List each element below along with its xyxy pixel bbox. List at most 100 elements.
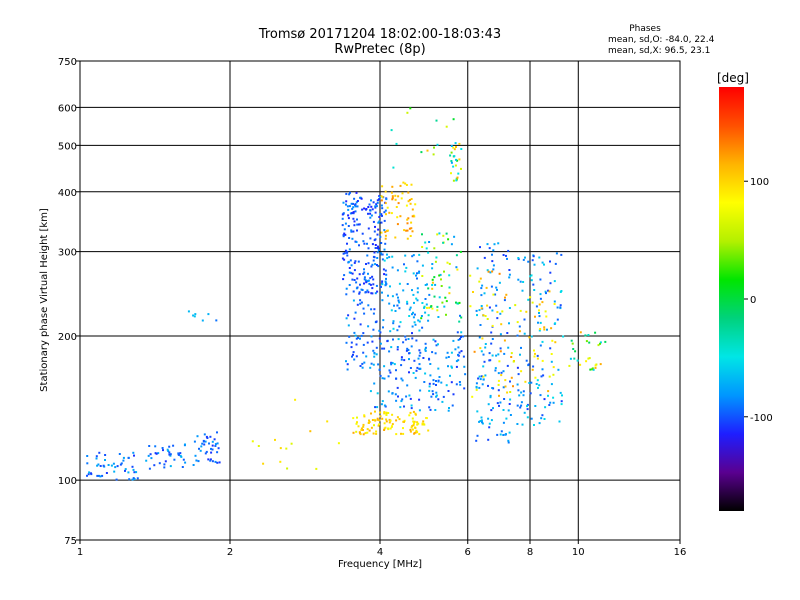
- data-point: [416, 366, 419, 369]
- data-point: [419, 351, 422, 354]
- data-point: [445, 356, 448, 359]
- data-point: [374, 205, 377, 208]
- data-point: [431, 267, 434, 270]
- data-point: [384, 202, 387, 205]
- data-point: [369, 277, 372, 280]
- data-point: [502, 370, 505, 373]
- data-point: [411, 428, 414, 431]
- data-point: [406, 229, 409, 232]
- data-point: [507, 249, 510, 252]
- data-point: [406, 384, 409, 387]
- data-point: [133, 471, 136, 474]
- data-point: [373, 239, 376, 242]
- data-point: [399, 321, 402, 324]
- data-point: [213, 438, 216, 441]
- data-point: [475, 439, 478, 442]
- data-point: [597, 344, 600, 347]
- data-point: [584, 334, 587, 337]
- data-point: [345, 293, 348, 296]
- data-point: [179, 452, 182, 455]
- data-point: [363, 312, 366, 315]
- data-point: [408, 227, 411, 230]
- data-point: [86, 455, 89, 457]
- data-point: [555, 252, 558, 255]
- data-point: [400, 377, 403, 380]
- data-point: [528, 336, 531, 339]
- data-point: [395, 293, 398, 296]
- data-point: [548, 375, 551, 378]
- data-point: [480, 419, 483, 422]
- data-point: [508, 273, 511, 276]
- data-point: [459, 337, 461, 340]
- data-point: [377, 265, 380, 268]
- data-point: [363, 282, 365, 285]
- data-point: [519, 353, 521, 356]
- data-point: [440, 381, 443, 384]
- data-point: [418, 354, 421, 357]
- colorbar-label: [deg]: [717, 71, 749, 85]
- data-point: [486, 304, 489, 307]
- data-point: [592, 368, 595, 371]
- data-point: [394, 310, 397, 312]
- data-point: [533, 349, 535, 352]
- data-point: [383, 219, 386, 222]
- data-point: [471, 395, 474, 398]
- data-point: [201, 319, 204, 322]
- data-point: [498, 360, 501, 363]
- data-point: [539, 293, 542, 296]
- data-point: [407, 217, 410, 220]
- data-point: [368, 429, 371, 432]
- data-point: [214, 460, 217, 463]
- data-point: [548, 290, 551, 293]
- data-point: [375, 353, 378, 356]
- data-point: [454, 142, 457, 145]
- data-point: [510, 376, 513, 379]
- data-point: [472, 291, 474, 293]
- data-point: [428, 241, 431, 243]
- data-point: [407, 338, 410, 340]
- data-point: [500, 323, 503, 326]
- data-point: [211, 460, 214, 463]
- data-point: [378, 337, 381, 340]
- data-point: [492, 293, 495, 296]
- data-point: [428, 385, 431, 388]
- data-point: [460, 350, 463, 353]
- data-point: [342, 235, 345, 238]
- data-point: [408, 394, 411, 397]
- data-point: [348, 193, 351, 196]
- data-point: [372, 432, 375, 435]
- data-point: [529, 296, 532, 299]
- data-point: [358, 244, 360, 247]
- data-point: [452, 146, 455, 149]
- data-point: [363, 278, 366, 281]
- data-point: [450, 243, 453, 246]
- data-point: [381, 291, 383, 294]
- data-point: [456, 268, 459, 271]
- data-point: [415, 429, 418, 432]
- data-point: [424, 342, 427, 345]
- data-point: [552, 396, 555, 399]
- data-point: [369, 283, 372, 286]
- data-point: [546, 328, 548, 331]
- data-point: [367, 279, 370, 282]
- data-point: [196, 435, 199, 438]
- data-point: [541, 261, 544, 264]
- data-point: [532, 365, 535, 368]
- data-point: [377, 228, 380, 231]
- data-point: [133, 454, 135, 457]
- data-point: [345, 341, 348, 344]
- data-point: [411, 325, 414, 328]
- data-point: [453, 235, 456, 238]
- data-point: [549, 347, 552, 350]
- data-point: [452, 179, 455, 182]
- data-point: [198, 447, 200, 450]
- data-point: [481, 284, 484, 287]
- data-point: [482, 378, 485, 381]
- data-point: [374, 419, 377, 422]
- data-point: [369, 366, 372, 369]
- data-point: [441, 400, 444, 403]
- data-point: [370, 412, 372, 415]
- data-point: [499, 433, 502, 436]
- data-point: [184, 443, 186, 446]
- data-point: [216, 451, 219, 454]
